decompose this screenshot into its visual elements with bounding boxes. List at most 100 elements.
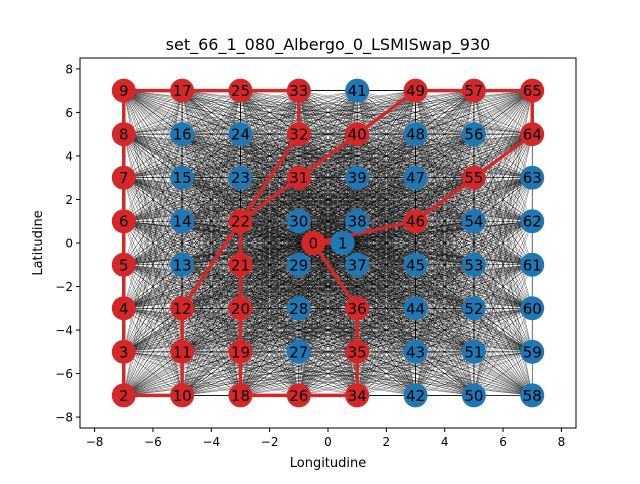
node-label: 4 — [119, 300, 129, 318]
node-label: 6 — [119, 213, 129, 231]
node-18: 18 — [228, 383, 253, 408]
node-marker — [520, 122, 545, 147]
node-23: 23 — [228, 165, 253, 190]
node-marker — [228, 122, 253, 147]
node-label: 33 — [289, 82, 308, 100]
graph-edge — [123, 351, 183, 396]
node-marker — [461, 339, 486, 364]
node-21: 21 — [228, 252, 253, 277]
node-marker — [170, 383, 195, 408]
node-31: 31 — [286, 165, 311, 190]
graph-edge — [357, 221, 416, 396]
node-marker — [403, 296, 428, 321]
node-marker — [111, 339, 136, 364]
node-label: 45 — [406, 256, 425, 274]
node-40: 40 — [345, 122, 370, 147]
graph-edge — [357, 308, 416, 396]
node-label: 8 — [119, 126, 129, 144]
node-label: 42 — [406, 387, 425, 405]
y-tick-label: 6 — [65, 106, 73, 120]
node-marker — [170, 165, 195, 190]
node-label: 14 — [173, 213, 192, 231]
node-label: 61 — [523, 256, 542, 274]
node-55: 55 — [461, 165, 486, 190]
node-62: 62 — [520, 209, 545, 234]
graph-edge — [181, 90, 241, 396]
node-19: 19 — [228, 339, 253, 364]
node-label: 59 — [523, 343, 542, 361]
node-17: 17 — [170, 78, 195, 103]
node-53: 53 — [461, 252, 486, 277]
graph-edge — [240, 351, 299, 396]
node-label: 63 — [523, 169, 542, 187]
node-label: 32 — [289, 126, 308, 144]
node-marker — [520, 339, 545, 364]
node-label: 30 — [289, 213, 308, 231]
node-label: 24 — [231, 126, 250, 144]
node-59: 59 — [520, 339, 545, 364]
node-label: 25 — [231, 82, 250, 100]
node-45: 45 — [403, 252, 428, 277]
node-label: 56 — [464, 126, 483, 144]
node-label: 10 — [173, 387, 192, 405]
node-41: 41 — [345, 78, 370, 103]
graph-edge — [473, 90, 533, 135]
node-label: 46 — [406, 213, 425, 231]
node-35: 35 — [345, 339, 370, 364]
node-37: 37 — [345, 252, 370, 277]
node-11: 11 — [170, 339, 195, 364]
node-label: 49 — [406, 82, 425, 100]
graph-edge — [123, 177, 183, 396]
node-marker — [461, 209, 486, 234]
node-marker — [111, 296, 136, 321]
x-tick-label: 6 — [499, 435, 507, 449]
node-marker — [345, 78, 370, 103]
y-tick-label: −4 — [55, 324, 73, 338]
node-47: 47 — [403, 165, 428, 190]
node-label: 29 — [289, 256, 308, 274]
node-label: 2 — [119, 387, 129, 405]
node-33: 33 — [286, 78, 311, 103]
node-marker — [286, 339, 311, 364]
graph-edge — [298, 177, 358, 396]
graph-edge — [181, 177, 241, 396]
node-label: 35 — [348, 343, 367, 361]
node-marker — [345, 122, 370, 147]
node-label: 38 — [348, 213, 367, 231]
node-label: 22 — [231, 213, 250, 231]
node-label: 48 — [406, 126, 425, 144]
graph-edge — [298, 90, 358, 309]
graph-edge — [181, 308, 241, 396]
graph-edge — [415, 90, 475, 396]
node-25: 25 — [228, 78, 253, 103]
graph-edge — [473, 264, 533, 396]
node-marker — [170, 78, 195, 103]
graph-edge — [123, 221, 183, 396]
node-marker — [301, 231, 326, 255]
node-marker — [403, 122, 428, 147]
graph-edge — [123, 90, 183, 396]
node-label: 36 — [348, 300, 367, 318]
node-label: 64 — [523, 126, 542, 144]
node-marker — [403, 252, 428, 277]
x-tick-label: 8 — [558, 435, 566, 449]
node-8: 8 — [111, 122, 136, 147]
node-marker — [111, 252, 136, 277]
node-marker — [170, 252, 195, 277]
graph-edge — [240, 90, 299, 396]
graph-edge — [240, 221, 299, 396]
node-marker — [286, 165, 311, 190]
graph-edge — [240, 264, 299, 396]
node-marker — [520, 209, 545, 234]
node-9: 9 — [111, 78, 136, 103]
node-marker — [170, 209, 195, 234]
graph-edge — [298, 264, 358, 396]
node-label: 65 — [523, 82, 542, 100]
node-label: 43 — [406, 343, 425, 361]
node-label: 60 — [523, 300, 542, 318]
node-label: 20 — [231, 300, 250, 318]
node-marker — [403, 383, 428, 408]
graph-edge — [473, 90, 533, 178]
node-label: 0 — [309, 235, 319, 253]
node-marker — [286, 383, 311, 408]
